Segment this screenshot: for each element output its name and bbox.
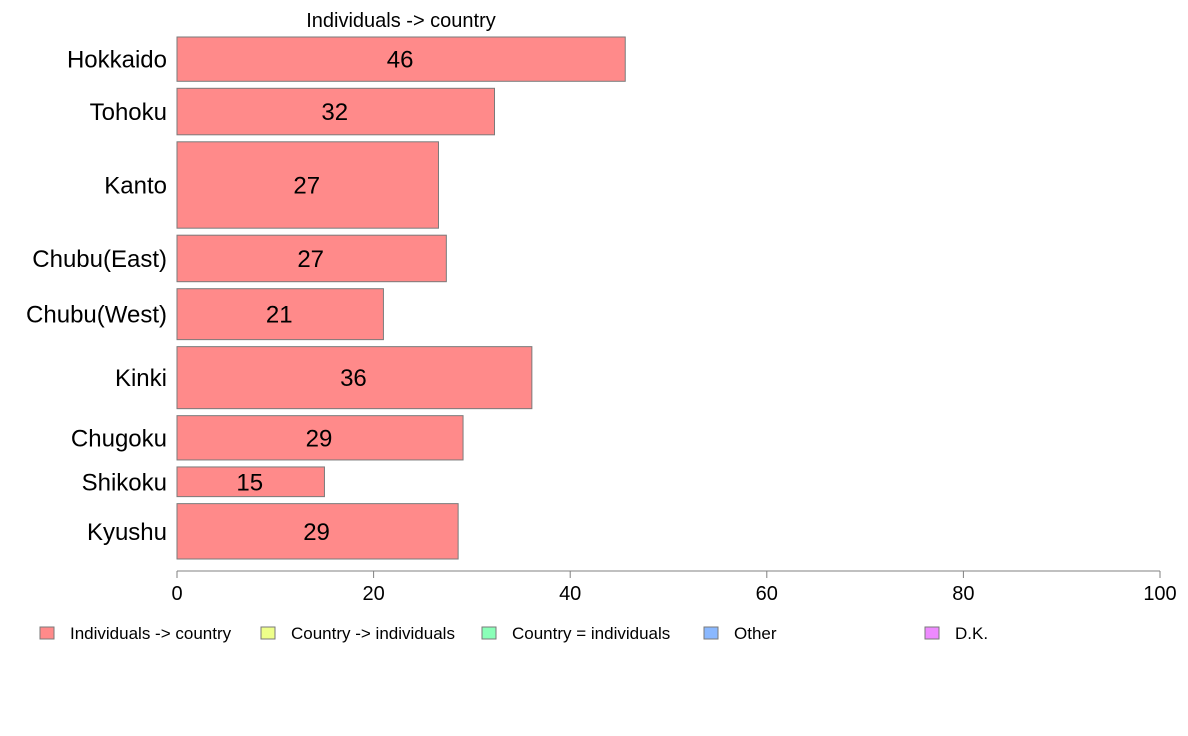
bar-value-label-kanto: 27 (293, 172, 320, 199)
bar-value-label-kinki: 36 (340, 365, 367, 392)
legend-label-d-k: D.K. (955, 624, 988, 643)
x-axis: 0 20 40 60 80 100 (171, 571, 1176, 605)
bar-value-label-kyushu: 29 (303, 519, 330, 546)
legend-swatch-other (704, 627, 718, 639)
category-label-chugoku: Chugoku (71, 425, 167, 452)
legend-swatch-d-k (925, 627, 939, 639)
legend-swatch-country-individuals (261, 627, 275, 639)
legend-swatch-country-individuals (482, 627, 496, 639)
bar-value-label-tohoku: 32 (321, 99, 348, 126)
category-labels: Hokkaido Tohoku Kanto Chubu(East) Chubu(West… (26, 47, 167, 546)
legend: Individuals -> country Country -> individ… (40, 624, 988, 643)
category-label-kinki: Kinki (115, 365, 167, 392)
x-tick-label-40: 40 (559, 583, 581, 605)
bar-value-label-chubu-east: 27 (297, 246, 324, 273)
x-tick-label-0: 0 (171, 583, 182, 605)
bars-group: 46 32 27 27 21 36 29 15 29 (177, 37, 625, 559)
legend-label-other: Other (734, 624, 777, 643)
legend-label-country-individuals: Country = individuals (512, 624, 670, 643)
category-label-kyushu: Kyushu (87, 519, 167, 546)
x-tick-label-20: 20 (362, 583, 384, 605)
bar-value-label-hokkaido: 46 (387, 47, 414, 74)
category-label-chubu-west: Chubu(West) (26, 302, 167, 329)
bar-value-label-chugoku: 29 (306, 425, 333, 452)
legend-label-individuals-country: Individuals -> country (70, 624, 232, 643)
category-label-hokkaido: Hokkaido (67, 47, 167, 74)
chart-title: Individuals -> country (306, 10, 496, 32)
x-tick-label-60: 60 (756, 583, 778, 605)
category-label-kanto: Kanto (104, 172, 167, 199)
category-label-shikoku: Shikoku (82, 469, 167, 496)
bar-value-label-chubu-west: 21 (266, 302, 293, 329)
bar-value-label-shikoku: 15 (236, 469, 263, 496)
legend-swatch-individuals-country (40, 627, 54, 639)
x-tick-label-100: 100 (1143, 583, 1176, 605)
category-label-tohoku: Tohoku (90, 99, 167, 126)
category-label-chubu-east: Chubu(East) (32, 246, 167, 273)
legend-label-country-individuals: Country -> individuals (291, 624, 455, 643)
x-tick-label-80: 80 (952, 583, 974, 605)
